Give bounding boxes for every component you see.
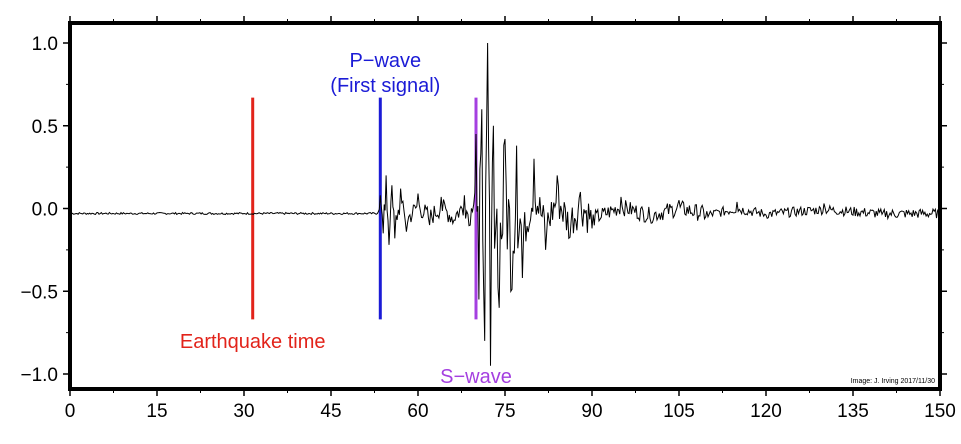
- x-tick-label: 15: [146, 401, 167, 422]
- x-tick-label: 75: [494, 401, 515, 422]
- x-tick-label: 0: [65, 401, 76, 422]
- x-tick-label: 45: [320, 401, 341, 422]
- waveform-trace: [70, 42, 941, 366]
- y-tick-label: −1.0: [20, 365, 58, 386]
- x-tick-label: 30: [233, 401, 254, 422]
- y-tick-label: 0.0: [32, 200, 58, 221]
- y-tick-label: −0.5: [20, 282, 58, 303]
- earthquake-time-label: Earthquake time: [180, 331, 326, 353]
- image-credit: Image: J. Irving 2017/11/30: [851, 378, 935, 385]
- x-tick-label: 90: [581, 401, 602, 422]
- p-wave-label: P−wave: [349, 50, 421, 72]
- seismic-trace: [70, 42, 941, 366]
- x-tick-label: 135: [837, 401, 869, 422]
- axis-ticks: 0 15 30 45 60 75 90 105 120 135 150 1.0 0.5 0.0 −0.5 −1…: [20, 16, 956, 422]
- p-wave-sublabel: (First signal): [330, 75, 440, 97]
- y-tick-label: 1.0: [32, 34, 58, 55]
- plot-frame: [68, 21, 942, 391]
- x-tick-label: 120: [750, 401, 782, 422]
- s-wave-label: S−wave: [440, 366, 512, 388]
- x-tick-label: 105: [663, 401, 695, 422]
- y-tick-label: 0.5: [32, 117, 58, 138]
- x-tick-label: 150: [924, 401, 956, 422]
- x-tick-label: 60: [407, 401, 428, 422]
